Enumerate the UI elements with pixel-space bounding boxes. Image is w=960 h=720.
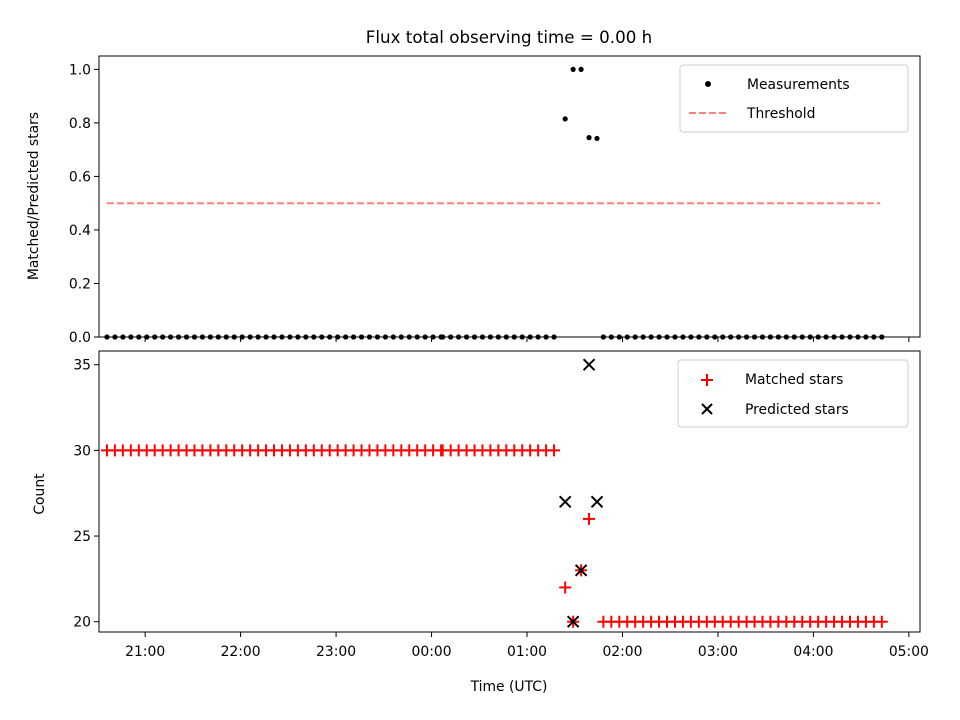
predicted-stars-legend-marker bbox=[701, 403, 713, 415]
predicted-star-point bbox=[574, 564, 588, 577]
measurements-legend-marker bbox=[705, 81, 711, 87]
predicted-star-point bbox=[582, 358, 596, 371]
y-tick-label: 0.4 bbox=[69, 223, 91, 239]
x-tick-label: 21:00 bbox=[125, 644, 165, 660]
y-tick-label: 30 bbox=[73, 443, 91, 459]
threshold-legend-label: Threshold bbox=[746, 106, 815, 122]
matched-stars-legend-label: Matched stars bbox=[745, 372, 843, 388]
count-axes-frame bbox=[98, 350, 921, 633]
count-plot-area bbox=[100, 358, 888, 628]
matched-star-point bbox=[583, 512, 596, 525]
x-tick-label: 00:00 bbox=[412, 644, 452, 660]
count-y-axis-label: Count bbox=[32, 473, 48, 515]
count-x-axis: 21:00 22:00 23:00 00:00 01:00 02:00 03:00 04:00… bbox=[125, 632, 929, 660]
y-tick-label: 0.6 bbox=[69, 169, 91, 185]
measurement-point bbox=[594, 135, 600, 142]
count-legend: Matched stars Predicted stars bbox=[677, 359, 909, 428]
x-tick-label: 22:00 bbox=[221, 644, 261, 660]
x-tick-label: 01:00 bbox=[507, 644, 547, 660]
measurement-point bbox=[562, 116, 568, 122]
y-tick-label: 20 bbox=[73, 615, 91, 631]
y-tick-label: 35 bbox=[73, 358, 91, 374]
count-panel: 20 25 30 35 21:00 22:00 23:00 00:00 01:00 02:00 0… bbox=[32, 350, 929, 660]
matched-star-point bbox=[548, 444, 561, 457]
measurement-point bbox=[586, 135, 592, 141]
predicted-stars-legend-label: Predicted stars bbox=[745, 402, 849, 418]
x-tick-label: 23:00 bbox=[316, 644, 356, 660]
predicted-star-point bbox=[558, 495, 572, 508]
y-tick-label: 0.2 bbox=[69, 276, 91, 292]
x-tick-label: 04:00 bbox=[793, 644, 833, 660]
matched-star-point bbox=[559, 581, 572, 594]
matched-star-point bbox=[875, 615, 888, 628]
ratio-axes-frame bbox=[98, 55, 921, 338]
measurement-point bbox=[570, 66, 576, 72]
measurement-point bbox=[578, 66, 584, 72]
matched-stars-legend-marker bbox=[701, 374, 713, 386]
x-tick-label: 05:00 bbox=[889, 644, 929, 660]
chart-title: Flux total observing time = 0.00 h bbox=[366, 27, 652, 47]
ratio-x-axis-ticks bbox=[144, 337, 910, 342]
ratio-panel: 0.0 0.2 0.4 0.6 0.8 1.0 Matched/Predicted sta… bbox=[26, 55, 921, 346]
ratio-y-axis-label: Matched/Predicted stars bbox=[26, 112, 42, 280]
predicted-star-point bbox=[590, 495, 604, 508]
count-y-axis: 20 25 30 35 bbox=[73, 358, 99, 631]
measurements-legend-label: Measurements bbox=[747, 77, 850, 93]
count-legend-box bbox=[677, 359, 909, 428]
y-tick-label: 25 bbox=[73, 529, 91, 545]
ratio-legend: Measurements Threshold bbox=[679, 64, 909, 133]
ratio-plot-area bbox=[104, 66, 885, 340]
ratio-y-axis: 0.0 0.2 0.4 0.6 0.8 1.0 bbox=[69, 62, 99, 346]
x-axis-label: Time (UTC) bbox=[470, 679, 548, 695]
y-tick-label: 1.0 bbox=[69, 62, 91, 78]
y-tick-label: 0.8 bbox=[69, 116, 91, 132]
ratio-legend-box bbox=[679, 64, 909, 133]
y-tick-label: 0.0 bbox=[69, 330, 91, 346]
predicted-star-point bbox=[566, 615, 580, 628]
x-tick-label: 03:00 bbox=[698, 644, 738, 660]
x-tick-label: 02:00 bbox=[602, 644, 642, 660]
